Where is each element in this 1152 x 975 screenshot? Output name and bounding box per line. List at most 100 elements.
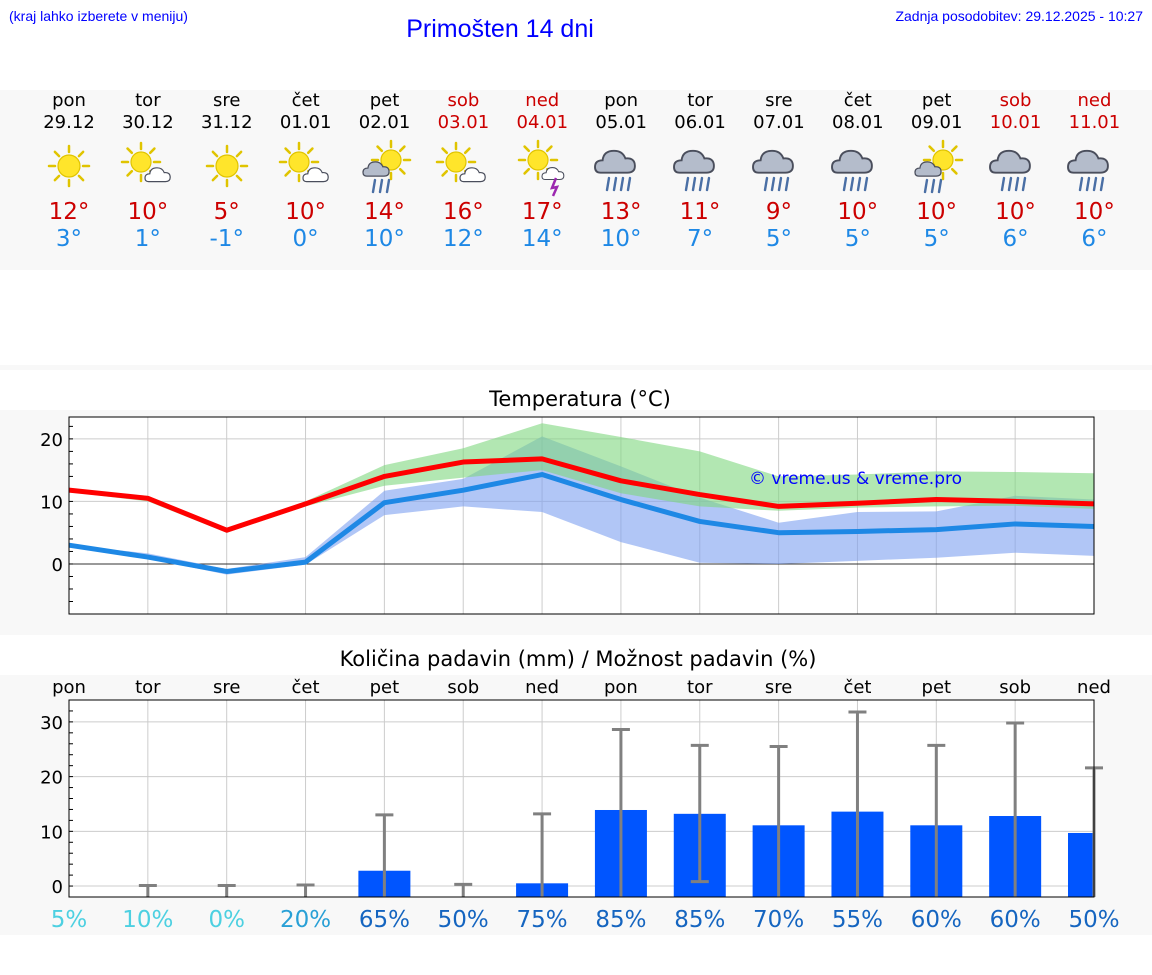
rain-icon	[739, 136, 819, 198]
temp-low: 3°	[55, 226, 83, 252]
day-name: sre	[213, 90, 241, 111]
sun-storm-icon	[502, 136, 582, 198]
day-date: 09.01	[910, 112, 963, 133]
precipitation-probability: 55%	[832, 907, 883, 933]
temperature-chart: 0 10 20 © vreme.us & vreme.pro	[40, 416, 1095, 615]
day-name: tor	[135, 90, 161, 111]
day-name: pet	[369, 90, 400, 111]
sun-rain-icon	[345, 136, 425, 198]
day-date: 10.01	[989, 112, 1042, 133]
day-date: 30.12	[122, 112, 174, 133]
day-forecast: pon 29.12 12° 3°	[29, 90, 109, 253]
precipitation-bar	[1068, 832, 1094, 897]
day-name: sob	[999, 90, 1032, 111]
y-tick-label: 20	[40, 430, 63, 451]
y-tick-label: 30	[40, 713, 63, 734]
day-name: pet	[921, 90, 952, 111]
temp-low: -1°	[209, 226, 244, 252]
precipitation-probability: 65%	[359, 907, 410, 933]
day-date: 06.01	[674, 112, 726, 133]
sun-cloud-icon	[423, 136, 503, 198]
x-category-label: pet	[922, 677, 952, 698]
x-category-label: čet	[292, 677, 320, 698]
x-category-label: pon	[604, 677, 638, 698]
temp-high: 12°	[48, 199, 90, 225]
x-category-label: ned	[1077, 677, 1111, 698]
sun-icon	[187, 136, 267, 198]
y-tick-label: 20	[40, 768, 63, 789]
temp-high: 14°	[364, 199, 405, 225]
y-tick-label: 0	[52, 877, 63, 898]
x-category-label: tor	[135, 677, 161, 698]
day-date: 29.12	[43, 112, 95, 133]
temperature-chart-title: Temperatura (°C)	[489, 387, 671, 411]
watermark: © vreme.us & vreme.pro	[749, 469, 962, 489]
day-forecast: tor 30.12 10° 1°	[108, 90, 188, 253]
temp-high: 10°	[1074, 199, 1115, 225]
page-title: Primošten 14 dni	[406, 15, 594, 43]
divider-band	[0, 365, 1152, 370]
temp-high: 10°	[916, 199, 958, 225]
rain-icon	[660, 136, 740, 198]
temp-high: 13°	[600, 199, 642, 225]
region-hint[interactable]: (kraj lahko izberete v meniju)	[9, 8, 188, 24]
day-forecast: pon 05.01 13° 10°	[581, 90, 661, 253]
precipitation-chart: pon tor sre čet pet sob ned pon tor sre čet pet sob n…	[40, 677, 1119, 933]
temp-high: 5°	[213, 199, 240, 225]
precipitation-probability: 60%	[990, 907, 1041, 933]
temp-high: 10°	[995, 199, 1036, 225]
x-category-label: sob	[447, 677, 479, 698]
sun-cloud-icon	[266, 136, 346, 198]
precipitation-probability: 75%	[517, 907, 568, 933]
rain-icon	[976, 136, 1056, 198]
day-date: 08.01	[832, 112, 884, 133]
day-forecast: čet 01.01 10° 0°	[266, 90, 346, 253]
temp-low: 0°	[292, 226, 319, 252]
forecast-panel	[0, 90, 1152, 270]
temp-low: 10°	[600, 226, 642, 252]
precipitation-probability: 20%	[280, 907, 331, 933]
precipitation-chart-title: Količina padavin (mm) / Možnost padavin …	[339, 647, 817, 671]
day-forecast: sob 10.01 10° 6°	[976, 90, 1056, 253]
x-category-label: ned	[525, 677, 559, 698]
precipitation-probability: 85%	[595, 907, 646, 933]
precipitation-probability: 5%	[51, 907, 88, 933]
x-category-label: sre	[213, 677, 240, 698]
day-date: 02.01	[358, 112, 411, 133]
last-update: Zadnja posodobitev: 29.12.2025 - 10:27	[895, 8, 1143, 24]
x-category-label: čet	[843, 677, 871, 698]
temp-high: 10°	[837, 199, 879, 225]
y-tick-label: 0	[52, 555, 63, 576]
day-date: 31.12	[200, 112, 253, 133]
day-name: tor	[687, 90, 713, 111]
precipitation-probability: 0%	[208, 907, 245, 933]
day-name: čet	[291, 90, 320, 111]
day-forecast: pet 09.01 10° 5°	[897, 90, 977, 253]
temp-low: 5°	[765, 226, 792, 252]
precipitation-probability: 10%	[122, 907, 173, 933]
temp-low: 14°	[521, 226, 563, 252]
temp-low: 7°	[686, 226, 714, 252]
y-tick-label: 10	[40, 492, 63, 513]
rain-icon	[1054, 136, 1134, 198]
x-category-label: sob	[999, 677, 1031, 698]
temp-high: 17°	[521, 199, 563, 225]
x-category-label: sre	[765, 677, 792, 698]
day-date: 01.01	[279, 112, 332, 133]
precipitation-probability: 50%	[1068, 907, 1119, 933]
sun-rain-icon	[897, 136, 977, 198]
temp-low: 12°	[443, 226, 484, 252]
precipitation-probability: 85%	[674, 907, 725, 933]
precipitation-probability: 50%	[438, 907, 489, 933]
day-name: pon	[52, 90, 86, 111]
min-range-band	[69, 436, 1094, 575]
rain-icon	[818, 136, 898, 198]
day-name: čet	[843, 90, 872, 111]
temp-low: 6°	[1081, 226, 1108, 252]
day-forecast: tor 06.01 11° 7°	[660, 90, 740, 253]
x-category-label: tor	[687, 677, 713, 698]
sun-icon	[29, 136, 109, 198]
day-date: 03.01	[437, 112, 490, 133]
temp-low: 6°	[1002, 226, 1029, 252]
day-date: 04.01	[516, 112, 569, 133]
